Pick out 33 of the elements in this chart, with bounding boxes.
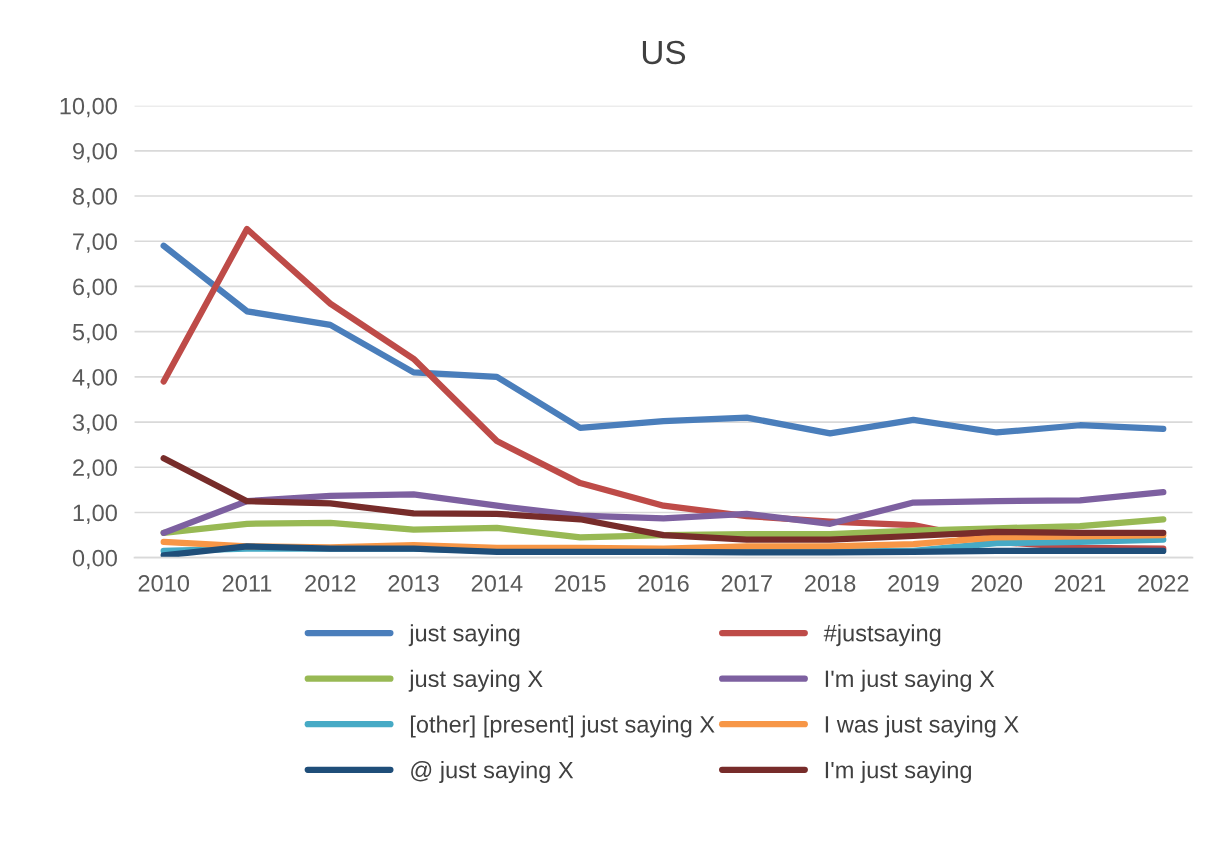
legend-label: just saying X [408, 669, 543, 692]
legend-label: I'm just saying X [825, 669, 995, 692]
x-tick-label: 2016 [638, 574, 689, 592]
x-tick-label: 2018 [805, 574, 856, 592]
x-tick-label: 2013 [388, 574, 439, 592]
x-tick-label: 2014 [471, 574, 523, 592]
y-tick-label: 4,00 [72, 368, 117, 389]
x-tick-label: 2010 [138, 574, 190, 592]
legend-label: just saying [408, 624, 520, 647]
legend-label: [other] [present] just saying X [410, 715, 715, 738]
x-tick-label: 2015 [555, 574, 606, 592]
legend-label: I was just saying X [825, 715, 1019, 738]
y-tick-label: 5,00 [72, 323, 117, 344]
x-tick-label: 2017 [721, 574, 772, 592]
x-tick-label: 2019 [888, 574, 939, 592]
legend-label: #justsaying [823, 624, 941, 647]
x-tick-label: 2022 [1138, 574, 1189, 592]
y-tick-label: 3,00 [72, 414, 117, 434]
x-tick-label: 2011 [222, 574, 272, 592]
y-tick-label: 10,00 [60, 97, 117, 118]
y-tick-label: 9,00 [73, 142, 117, 163]
x-tick-label: 2021 [1054, 574, 1106, 592]
y-tick-label: 2,00 [73, 459, 117, 479]
x-tick-label: 2020 [971, 574, 1023, 592]
y-tick-label: 6,00 [73, 278, 117, 299]
chart-title: US [642, 40, 686, 65]
y-tick-label: 7,00 [73, 233, 117, 253]
y-tick-label: 1,00 [73, 504, 117, 525]
legend-label: @ just saying X [411, 761, 574, 784]
x-tick-label: 2012 [305, 574, 356, 592]
legend-label: I'm just saying [825, 761, 971, 784]
y-tick-label: 8,00 [72, 188, 117, 208]
y-tick-label: 0,00 [72, 549, 117, 570]
